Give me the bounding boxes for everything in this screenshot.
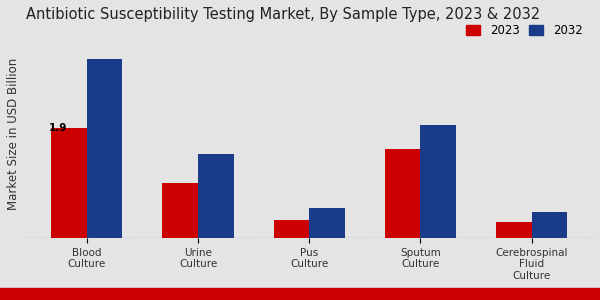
Bar [198,154,233,238]
Bar [496,222,532,238]
Bar [163,183,198,238]
Text: Antibiotic Susceptibility Testing Market, By Sample Type, 2023 & 2032: Antibiotic Susceptibility Testing Market… [26,7,539,22]
Bar [532,212,567,238]
Bar [421,125,456,238]
Bar [274,220,309,238]
Legend: 2023, 2032: 2023, 2032 [461,19,587,42]
Text: 1.9: 1.9 [49,123,67,133]
Bar [309,208,345,238]
Y-axis label: Market Size in USD Billion: Market Size in USD Billion [7,58,20,210]
Bar [385,148,421,238]
Bar [51,128,87,238]
Bar [87,59,122,238]
